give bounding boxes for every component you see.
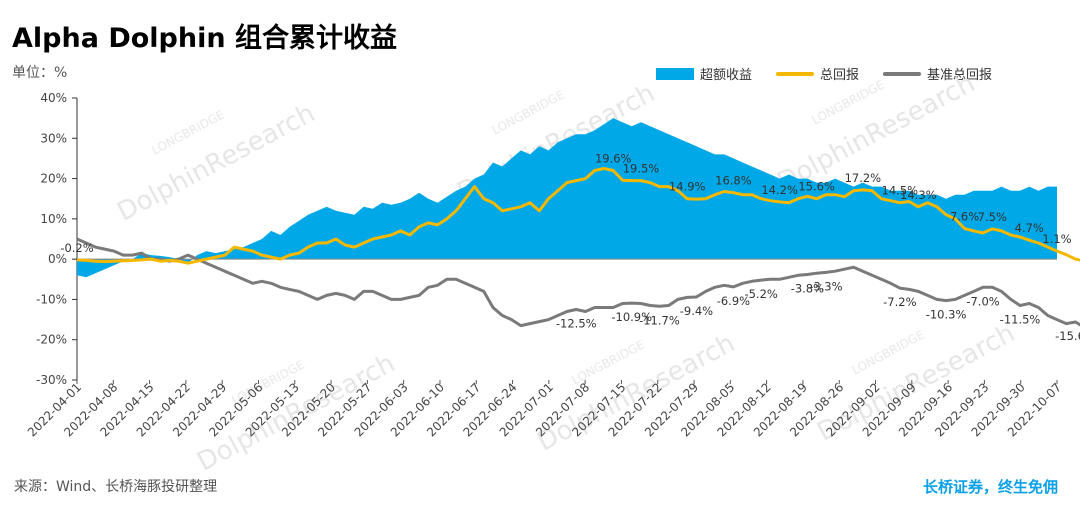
data-label: 15.6% [798,180,835,194]
legend: 超额收益 总回报 基准总回报 [656,64,992,83]
data-label: 14.3% [900,188,937,202]
data-label: -7.0% [966,294,999,308]
y-tick-label: -10% [36,292,67,306]
data-label: 14.2% [761,183,798,197]
data-label: 7.6% [950,210,979,224]
series-area-excess [77,118,1057,278]
y-tick-label: 20% [40,172,67,186]
unit-label: 单位：% [12,65,68,81]
data-label: 16.8% [715,174,752,188]
source-note: 来源：Wind、长桥海豚投研整理 [14,479,218,495]
legend-swatch-excess [656,67,694,80]
data-label: 19.6% [595,152,632,166]
data-label: -10.9% [611,310,652,324]
data-label: -5.2% [744,287,777,301]
data-label: -11.5% [1000,312,1041,326]
data-label: -7.2% [883,295,916,309]
data-label: -11.7% [639,313,680,327]
data-label: 17.2% [845,171,882,185]
y-tick-label: 40% [40,91,67,105]
y-tick-label: -20% [36,333,67,347]
y-tick-label: 10% [40,212,67,226]
series-line-benchmark [76,237,1080,328]
legend-item-benchmark: 基准总回报 [883,64,992,83]
brand-slogan: 长桥证券，终生免佣 [922,478,1058,496]
data-label: -15.6% [1055,329,1080,343]
legend-label-total: 总回报 [820,68,860,83]
legend-item-total: 总回报 [776,64,859,83]
legend-label-excess: 超额收益 [700,68,753,83]
data-label: -6.9% [717,294,750,308]
y-tick-label: -30% [36,373,67,387]
data-label: 14.9% [669,180,706,194]
data-label: -3.3% [809,279,842,293]
data-label: 1.1% [1042,232,1071,246]
chart-title: Alpha Dolphin 组合累计收益 [12,23,397,54]
legend-label-benchmark: 基准总回报 [927,68,993,83]
data-label: -3.8% [791,281,824,295]
series-line-total [76,167,1080,265]
data-label: 4.7% [1015,221,1044,235]
legend-swatch-total [776,71,815,76]
legend-item-excess: 超额收益 [656,64,752,83]
data-label: -0.2% [60,241,93,255]
data-label: 19.5% [623,162,660,176]
data-label: -10.3% [926,308,967,322]
data-label: -12.5% [556,317,597,331]
legend-swatch-benchmark [883,71,922,76]
data-label: 14.5% [882,184,919,198]
data-label: 7.5% [978,210,1007,224]
y-tick-label: 30% [40,131,67,145]
data-label: -9.4% [680,304,713,318]
y-tick-label: 0% [48,252,67,266]
